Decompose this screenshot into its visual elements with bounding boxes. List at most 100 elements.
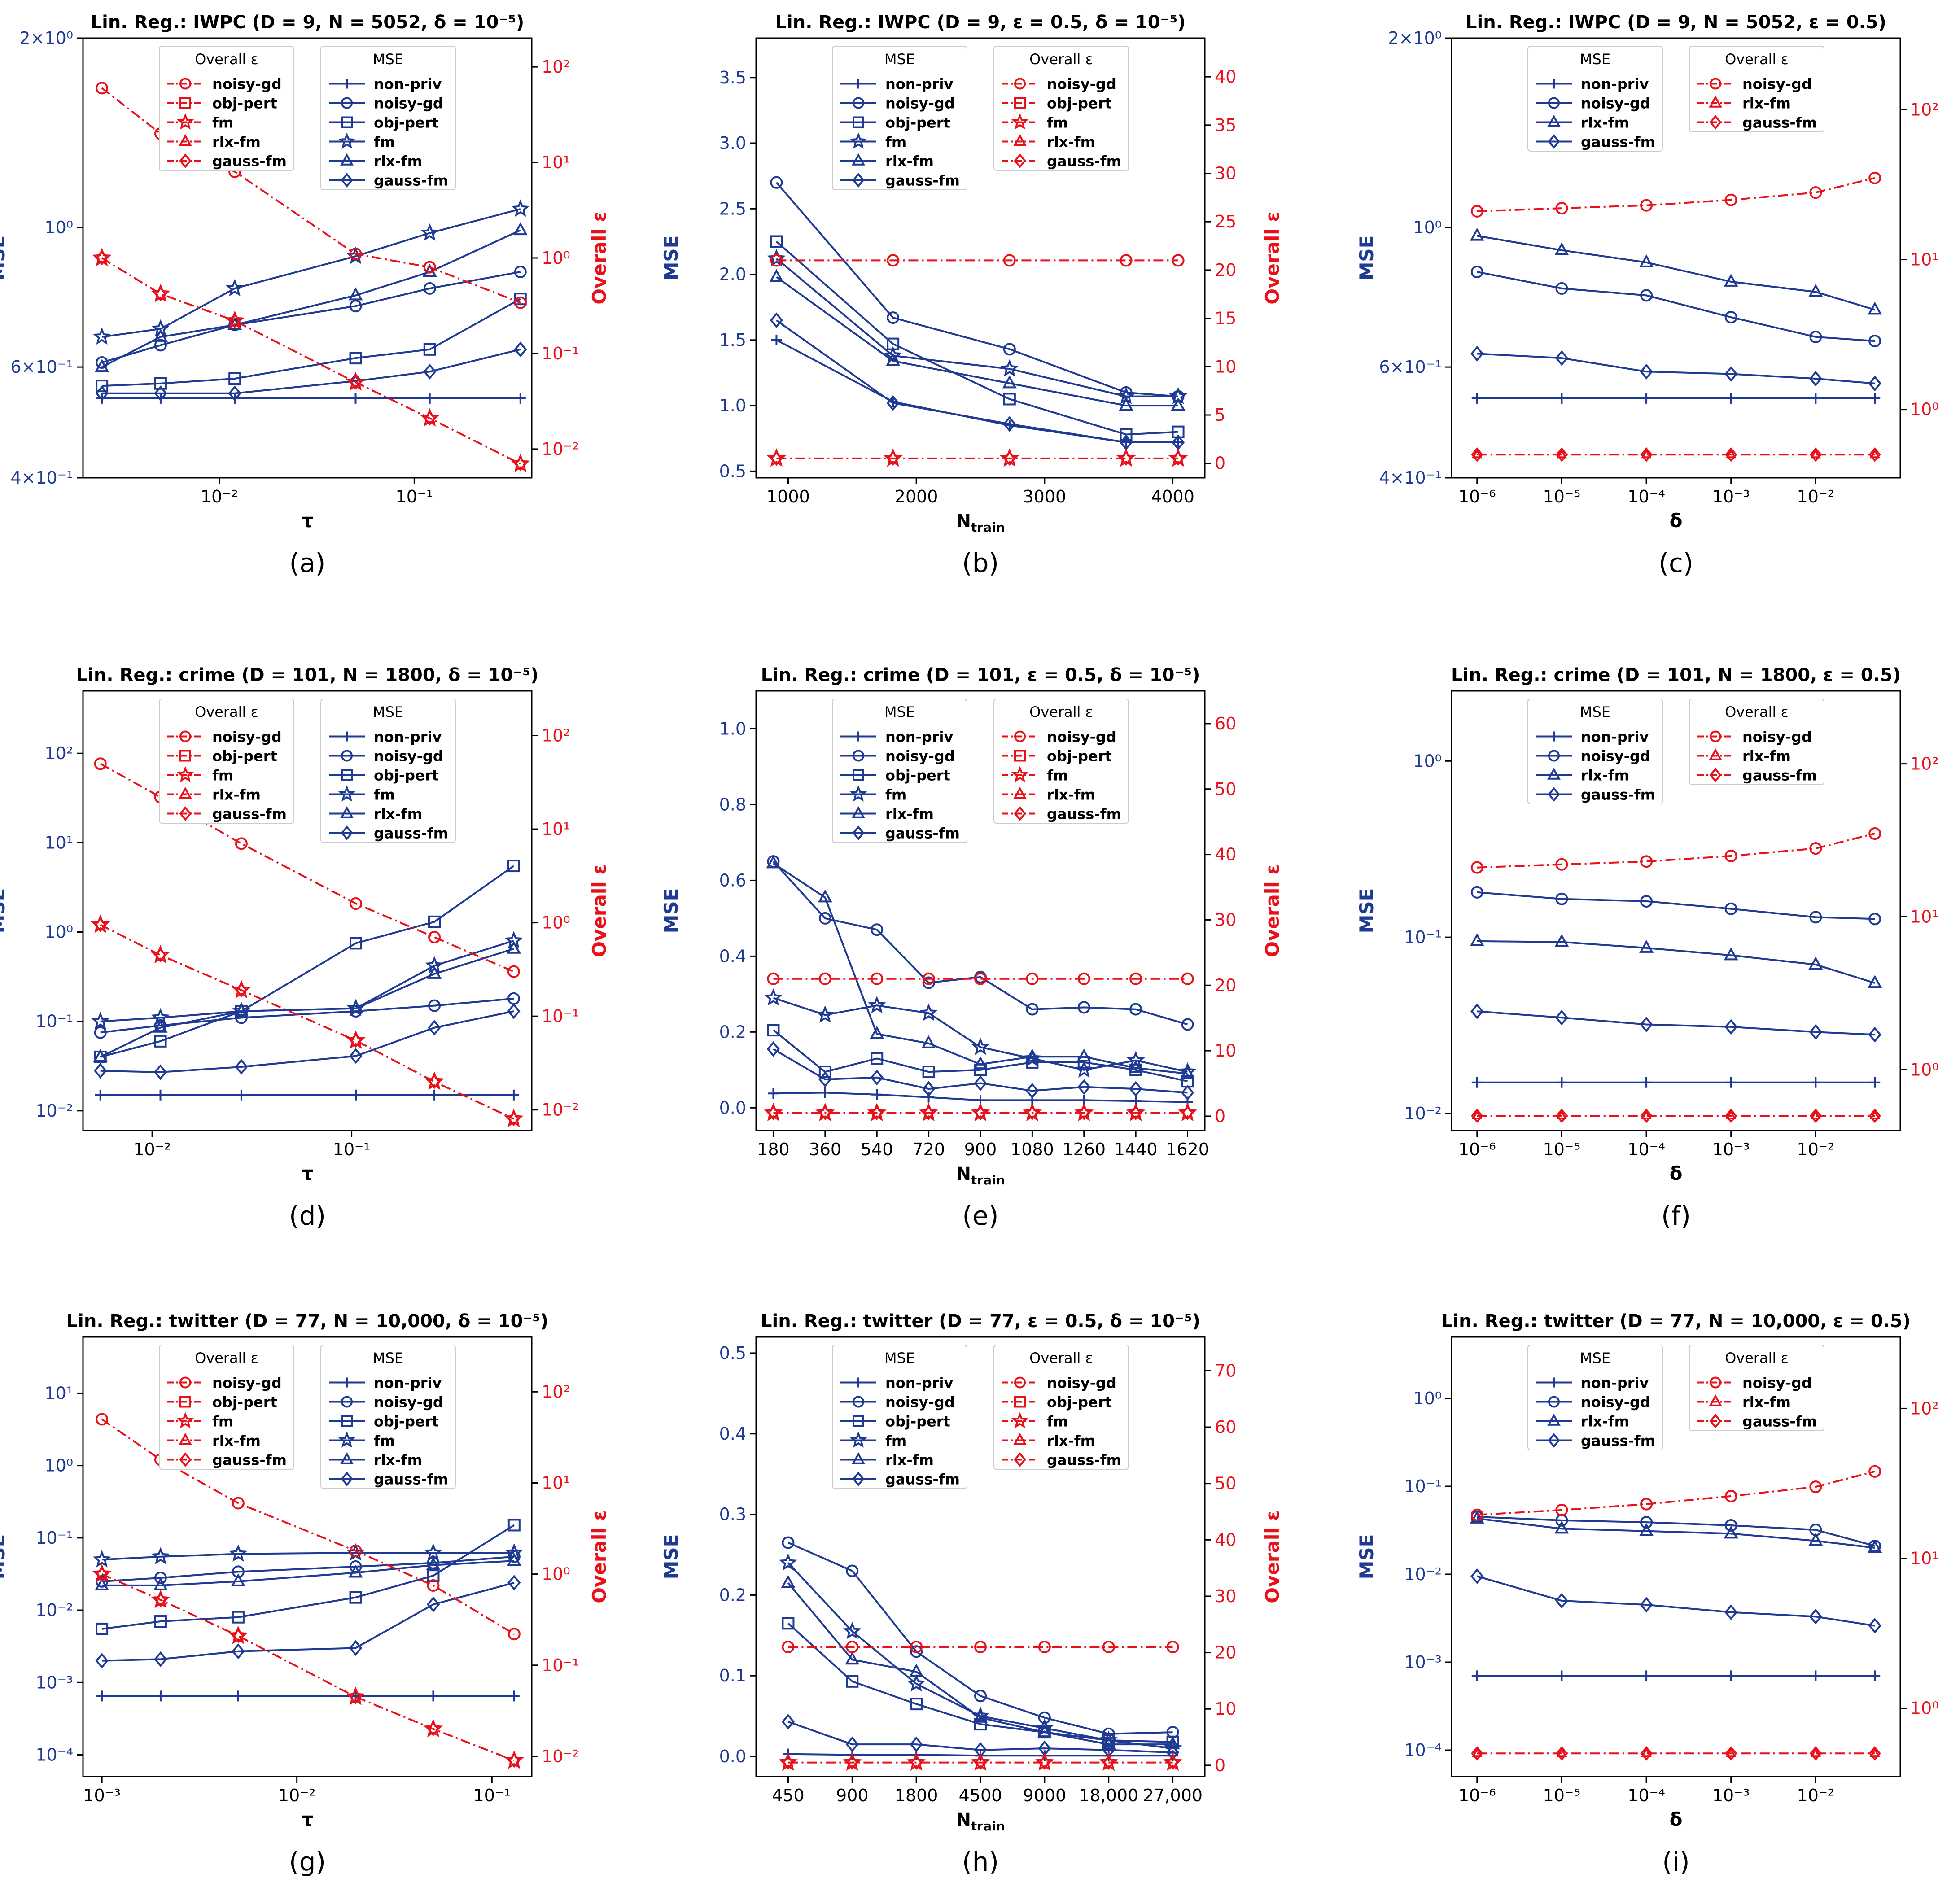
legend-label: fm <box>212 767 233 784</box>
data-point <box>1470 1508 1483 1521</box>
data-point <box>1471 1108 1483 1123</box>
series-line-mse-gauss-fm <box>776 319 1178 443</box>
y-tick-label: 10⁻² <box>35 1101 73 1121</box>
legend-label: fm <box>1047 114 1068 131</box>
data-point <box>155 1690 166 1702</box>
data-point <box>1868 1618 1881 1634</box>
data-point <box>506 940 521 954</box>
data-point <box>1640 1108 1653 1123</box>
data-point <box>1810 448 1821 459</box>
data-point <box>349 1000 363 1013</box>
data-point <box>232 1643 245 1660</box>
data-point <box>1119 397 1133 411</box>
data-point <box>504 1750 524 1769</box>
panel-caption: (h) <box>962 1847 999 1877</box>
data-point <box>1810 1109 1821 1119</box>
data-point <box>1102 1641 1115 1654</box>
legend-title: Overall ε <box>1029 51 1093 68</box>
legend-marker <box>179 786 192 799</box>
legend-marker <box>1549 79 1559 89</box>
data-point <box>1556 448 1567 459</box>
legend-title: Overall ε <box>1725 703 1789 721</box>
data-point <box>1640 1597 1653 1613</box>
legend-label: non-priv <box>885 729 953 746</box>
data-point <box>1470 861 1483 874</box>
data-point <box>1808 956 1823 970</box>
data-point <box>1869 1747 1881 1757</box>
data-point <box>90 914 110 933</box>
data-point <box>1869 1109 1881 1119</box>
legend-marker <box>1014 730 1026 742</box>
data-point <box>1725 1077 1737 1088</box>
data-point <box>511 453 530 472</box>
legend-title: Overall ε <box>1725 51 1789 68</box>
legend-label: gauss-fm <box>885 825 960 842</box>
data-point <box>974 1105 987 1120</box>
data-point <box>1641 448 1652 459</box>
y2-tick-label: 10⁻² <box>542 439 579 459</box>
y-tick-label: 0.0 <box>719 1098 746 1118</box>
legend-label: obj-pert <box>212 95 277 112</box>
data-point <box>769 269 784 282</box>
x-tick-label: 10⁻² <box>1797 1786 1835 1805</box>
legend-marker <box>1011 1412 1029 1428</box>
data-point <box>887 311 900 324</box>
legend-eps: Overall ε noisy-gd obj-pert fm rlx-fm gauss-f… <box>159 46 294 171</box>
data-point <box>763 1102 783 1122</box>
legend-marker <box>1014 153 1026 168</box>
series-line-mse-noisy-gd <box>100 997 514 1034</box>
x-tick-label: 4000 <box>1151 487 1194 507</box>
data-point <box>1641 1747 1652 1757</box>
y-tick-label: 0.5 <box>719 1343 746 1363</box>
legend-marker <box>1014 806 1026 821</box>
data-point <box>1724 1525 1738 1539</box>
legend-label: fm <box>1047 767 1068 784</box>
data-point <box>1554 242 1569 255</box>
y-tick-label: 2.5 <box>719 199 746 218</box>
data-point <box>974 972 987 985</box>
legend-label: gauss-fm <box>1742 114 1817 131</box>
legend-box <box>320 46 456 190</box>
data-point <box>819 1105 831 1120</box>
y2-tick-label: 10⁰ <box>542 248 570 268</box>
x-axis-label: δ <box>1670 510 1683 532</box>
legend-label: fm <box>212 114 233 131</box>
legend-box <box>993 46 1129 171</box>
y-tick-label: 0.3 <box>719 1505 746 1524</box>
data-point <box>1471 448 1483 459</box>
data-point <box>1471 447 1483 462</box>
data-point <box>1555 202 1568 215</box>
data-point <box>349 375 362 390</box>
y2-axis-label: Overall ε <box>588 1510 610 1603</box>
data-point <box>95 385 109 402</box>
data-point <box>1640 1746 1653 1761</box>
data-point <box>232 1565 245 1578</box>
legend-marker <box>338 132 356 149</box>
y-tick-label: 10⁻² <box>35 1600 73 1620</box>
y2-axis-label: Overall ε <box>1261 1510 1283 1603</box>
legend-label: non-priv <box>374 76 442 93</box>
legend-marker <box>852 1472 865 1486</box>
legend-marker <box>1709 95 1722 108</box>
data-point <box>420 408 440 427</box>
data-point <box>1555 1503 1568 1516</box>
legend-label: noisy-gd <box>374 748 443 765</box>
data-point <box>782 1755 795 1770</box>
x-tick-label: 10⁻¹ <box>473 1786 511 1805</box>
data-point <box>883 448 903 467</box>
series-line-mse-noisy-gd <box>788 1542 1173 1735</box>
x-tick-label: 360 <box>809 1140 842 1159</box>
x-tick-label: 1620 <box>1166 1140 1209 1159</box>
y-tick-label: 0.5 <box>719 461 746 481</box>
data-point <box>1003 343 1016 356</box>
legend-label: rlx-fm <box>1742 1394 1791 1411</box>
data-point <box>428 1020 441 1036</box>
series-line-mse-fm <box>101 1552 514 1561</box>
data-point <box>348 1564 363 1578</box>
legend-marker <box>1709 115 1722 130</box>
legend-marker <box>853 1377 863 1388</box>
y2-tick-label: 10² <box>1910 1398 1939 1418</box>
x-tick-label: 10⁻⁶ <box>1458 1786 1496 1805</box>
data-point <box>1724 1489 1737 1502</box>
data-point <box>150 945 171 964</box>
